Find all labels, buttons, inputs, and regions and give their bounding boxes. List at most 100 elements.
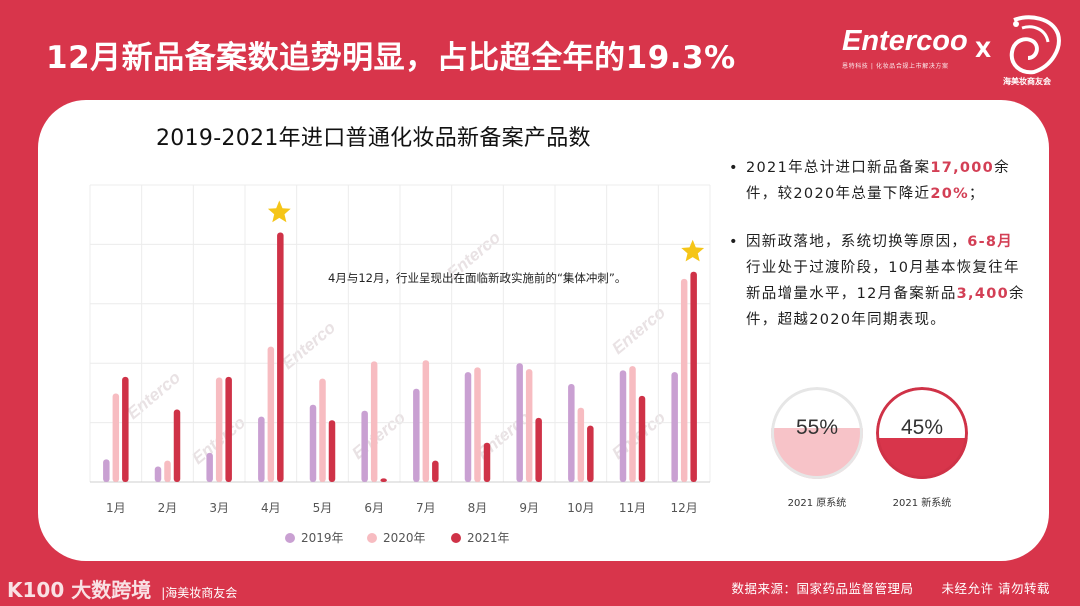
bullet-icon: • [729,234,739,250]
legend-marker [451,533,461,543]
chart-title: 2019-2021年进口普通化妆品新备案产品数 [156,126,591,151]
brand-name: Entercoo [842,25,968,57]
x-tick-label: 4月 [261,501,281,515]
gauge-new-system: 45% [876,387,968,479]
page-headline: 12月新品备案数追势明显，占比超全年的19.3% [46,40,736,76]
bar-2019年 [361,410,368,482]
legend-label: 2021年 [467,531,510,545]
x-tick-label: 8月 [468,501,488,515]
bar-2020年 [319,378,326,482]
bar-2021年 [638,395,646,482]
bar-2021年 [432,460,439,482]
bar-2019年 [619,370,627,482]
collab-cross: X [975,38,992,62]
note-highlight: 6-8月 [967,234,1014,250]
entercoo-logo: Entercoo 恩特科技 | 化妆品合规上市解决方案 [842,25,968,70]
bar-2019年 [464,372,472,482]
bar-2019年 [568,383,575,482]
bar-2021年 [535,417,542,482]
bar-2019年 [413,388,420,482]
copyright-note: 未经允许 请勿转载 [941,581,1050,596]
footer-left: K100 大数跨境 |海美妆商友会 [7,574,237,603]
note-item: • 因新政落地，系统切换等原因，6-8月行业处于过渡阶段，10月基本恢复往年新品… [726,229,1026,333]
gauge-percent: 55% [795,416,839,439]
bar-2020年 [164,460,171,482]
note-text: 因新政落地，系统切换等原因， [746,234,968,250]
note-text: 余件，较2020年总量下降近 [746,160,1010,202]
gauge-label: 2021 新系统 [892,498,952,509]
bullet-icon: • [729,160,739,176]
gauge-ring [876,387,968,479]
gauge-old-system: 55% [771,387,863,479]
bar-2020年 [422,360,430,482]
x-tick-label: 9月 [519,501,539,515]
k100-logo: K100 大数跨境 [7,578,152,602]
x-tick-label: 1月 [106,501,126,515]
x-tick-label: 11月 [619,501,646,515]
note-highlight: 20% [930,186,969,202]
bar-2019年 [671,372,678,482]
note-highlight: 17,000 [930,160,995,176]
x-tick-label: 10月 [567,501,594,515]
partner-emblem-icon [1009,15,1061,75]
bar-2019年 [154,466,162,482]
note-highlight: 3,400 [956,286,1010,302]
bar-2020年 [215,377,223,482]
bar-2021年 [483,442,491,482]
bar-2021年 [690,271,697,482]
note-text: 余件，超越2020年同期表现。 [746,286,1025,328]
x-tick-label: 6月 [364,501,384,515]
bar-2019年 [103,459,110,482]
bar-2019年 [258,416,265,482]
note-item: • 2021年总计进口新品备案17,000余件，较2020年总量下降近20%； [726,155,1026,207]
highlight-star-icon [681,239,705,262]
x-tick-label: 2月 [158,501,178,515]
watermark: Enterco [608,408,669,463]
bar-2020年 [525,369,533,482]
bar-2021年 [380,478,387,482]
legend-marker [367,533,377,543]
legend-label: 2020年 [383,531,426,545]
bar-2021年 [122,376,129,482]
note-text: 2021年总计进口新品备案 [746,160,931,176]
bar-2021年 [328,420,336,482]
watermark: Enterco [608,303,669,358]
bar-2020年 [577,407,585,482]
legend-label: 2019年 [301,531,344,545]
bar-2020年 [680,278,688,482]
bar-2020年 [112,393,120,482]
chart-annotation: 4月与12月，行业呈现出在面临新政实施前的“集体冲刺”。 [328,271,626,285]
bar-2021年 [277,232,284,482]
partner-name: 海美妆商友会 [1003,77,1051,86]
bar-2019年 [516,363,523,482]
content-card: 2019-2021年进口普通化妆品新备案产品数 Enterco Enterco En… [38,100,1049,561]
bar-2019年 [309,404,317,482]
x-tick-label: 3月 [209,501,229,515]
bar-2019年 [206,452,213,482]
data-source: 数据来源：国家药品监督管理局 [731,581,914,596]
bar-2020年 [370,361,378,482]
x-tick-label: 5月 [313,501,333,515]
note-text: ； [968,186,985,202]
bar-2020年 [474,367,481,482]
bar-2021年 [587,425,594,482]
footer-right: 数据来源：国家药品监督管理局 未经允许 请勿转载 [704,578,1051,597]
gauge-percent: 45% [900,416,944,439]
bar-2021年 [173,409,181,482]
highlight-star-icon [267,200,291,223]
note-text: 行业处于过渡阶段，10月基本恢复往年新品增量水平，12月备案新品 [746,260,1020,302]
legend-marker [285,533,295,543]
x-tick-label: 7月 [416,501,436,515]
bar-2020年 [267,346,275,482]
bar-2021年 [225,376,232,482]
brand-tagline: 恩特科技 | 化妆品合规上市解决方案 [842,63,949,70]
footer-partner: |海美妆商友会 [161,586,238,600]
gauge-ring [771,387,863,479]
gauge-label: 2021 原系统 [787,498,847,509]
notes-panel: • 2021年总计进口新品备案17,000余件，较2020年总量下降近20%； … [726,155,1026,355]
watermark: Enterco [278,318,339,373]
x-tick-label: 12月 [671,501,698,515]
partner-logo: 海美妆商友会 [1000,14,1066,86]
bar-2020年 [629,366,636,482]
